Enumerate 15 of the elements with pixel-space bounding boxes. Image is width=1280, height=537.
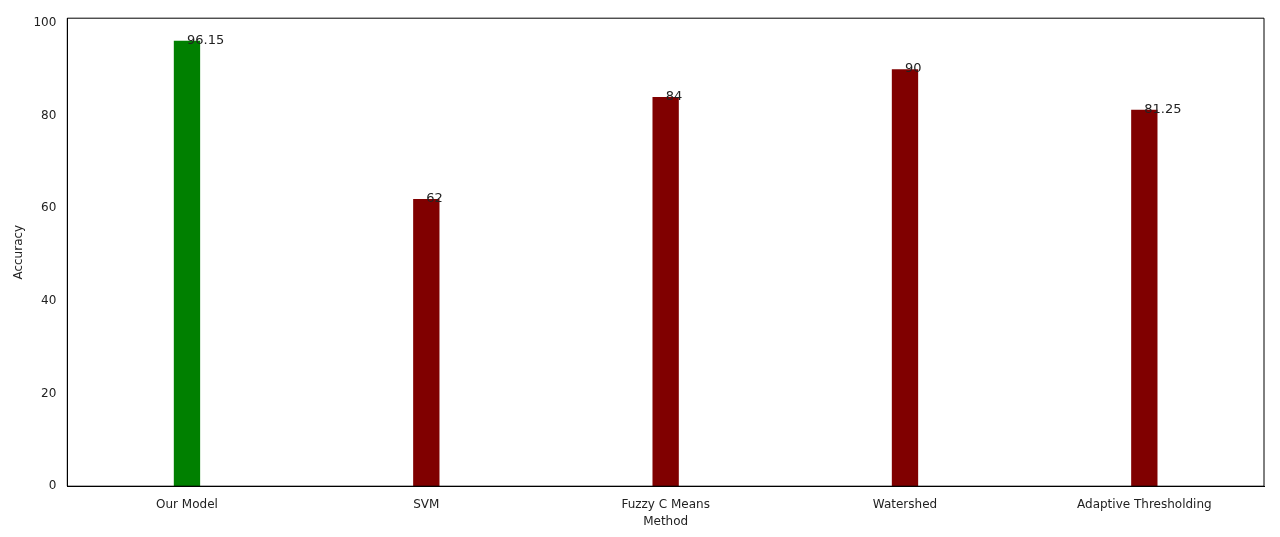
x-axis-title: Method bbox=[643, 513, 689, 528]
x-tick-label: Fuzzy C Means bbox=[621, 496, 710, 511]
y-tick-label: 60 bbox=[41, 200, 57, 215]
y-tick-label: 100 bbox=[33, 14, 57, 29]
x-tick-label: Adaptive Thresholding bbox=[1077, 496, 1212, 511]
y-tick-label: 0 bbox=[48, 478, 57, 493]
y-tick-label: 40 bbox=[41, 292, 57, 307]
data-label: 96.15 bbox=[186, 31, 225, 47]
x-tick-label: Watershed bbox=[872, 496, 938, 511]
y-axis-title: Accuracy bbox=[11, 224, 26, 280]
y-tick-label: 80 bbox=[41, 107, 57, 122]
data-label: 81.25 bbox=[1144, 100, 1182, 116]
x-tick-label: Our Model bbox=[156, 496, 218, 511]
x-tick-label: SVM bbox=[413, 496, 440, 511]
y-tick-label: 20 bbox=[41, 385, 57, 400]
